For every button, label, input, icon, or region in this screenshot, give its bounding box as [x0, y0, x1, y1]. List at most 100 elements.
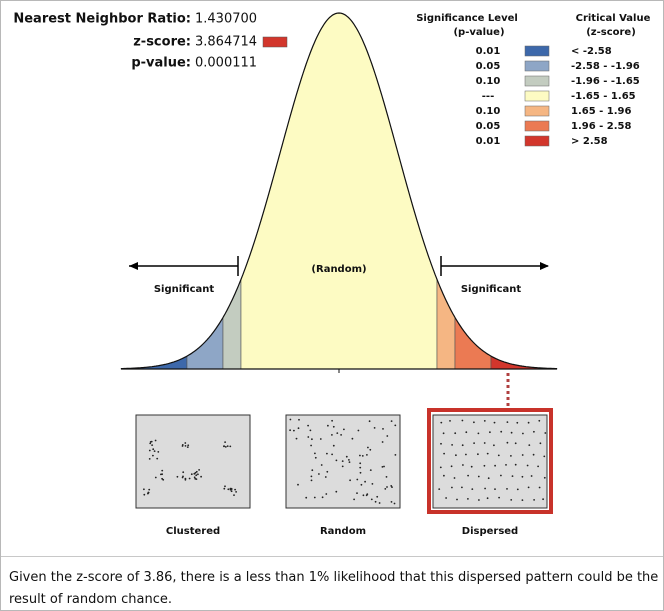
point: [324, 476, 327, 478]
point: [320, 464, 323, 466]
point: [366, 454, 368, 456]
point: [539, 442, 542, 445]
point: [311, 469, 314, 472]
point: [381, 441, 384, 443]
point: [443, 474, 445, 477]
point: [360, 483, 363, 486]
point: [526, 464, 529, 467]
point: [367, 446, 369, 449]
significant-label: Significant: [461, 284, 522, 295]
point: [326, 470, 329, 473]
point: [297, 483, 299, 486]
point: [340, 434, 342, 436]
point: [364, 480, 366, 483]
point: [235, 491, 238, 493]
point: [147, 492, 149, 495]
point: [327, 424, 329, 427]
point: [514, 442, 517, 445]
point: [369, 448, 372, 451]
point: [483, 420, 486, 422]
point: [465, 431, 468, 434]
legend-p: 0.01: [476, 136, 501, 147]
legend-p: 0.10: [476, 76, 501, 87]
point: [310, 479, 313, 482]
point: [454, 432, 457, 435]
point: [374, 500, 377, 503]
point: [368, 420, 371, 423]
point: [307, 436, 310, 438]
point: [187, 444, 190, 447]
point: [467, 498, 469, 500]
point: [357, 429, 360, 432]
point: [332, 425, 335, 428]
point: [521, 475, 524, 478]
point: [439, 466, 442, 469]
point: [467, 474, 469, 477]
legend-z: 1.65 - 1.96: [571, 106, 632, 117]
point: [230, 490, 233, 493]
curve-region: [222, 279, 242, 370]
point: [451, 444, 453, 446]
legend-unit: (p-value): [453, 27, 504, 38]
curve-region: [490, 355, 558, 370]
point: [359, 466, 362, 469]
point: [336, 432, 339, 434]
point: [335, 459, 338, 462]
point: [449, 420, 451, 422]
pattern-label: Dispersed: [462, 526, 518, 537]
point: [297, 427, 300, 430]
point: [451, 486, 453, 489]
point: [455, 454, 457, 457]
point: [319, 438, 322, 440]
point: [511, 475, 514, 477]
point: [298, 418, 300, 421]
point: [385, 476, 388, 478]
ratio-label: Nearest Neighbor Ratio:: [13, 12, 191, 27]
point: [527, 421, 530, 424]
point: [227, 488, 230, 491]
point: [223, 445, 226, 448]
point: [361, 455, 364, 457]
point: [331, 434, 333, 436]
legend-title: Significance Level: [416, 13, 518, 24]
arrow-head: [540, 262, 549, 270]
legend-z: -2.58 - -1.96: [571, 61, 640, 72]
highlight: [427, 408, 553, 514]
ratio-value: 1.430700: [195, 12, 257, 27]
point: [325, 493, 328, 495]
point: [356, 478, 359, 481]
point: [516, 421, 519, 424]
point: [197, 473, 199, 476]
legend-z: -1.96 - -1.65: [571, 76, 640, 87]
point: [483, 464, 486, 467]
point: [335, 490, 338, 493]
point: [345, 455, 348, 458]
point: [369, 469, 372, 471]
legend-swatch: [524, 120, 550, 132]
point: [376, 495, 379, 498]
point: [537, 465, 539, 468]
point: [332, 444, 335, 447]
point: [390, 420, 393, 422]
point: [527, 486, 530, 489]
point: [471, 488, 474, 490]
legend-p: 0.05: [476, 121, 501, 132]
point: [461, 486, 463, 489]
point: [478, 499, 480, 501]
point: [383, 465, 385, 468]
point: [500, 430, 503, 433]
point: [382, 428, 384, 430]
point: [483, 442, 486, 444]
point: [510, 455, 512, 457]
curve-region: [240, 12, 438, 370]
point: [289, 418, 292, 421]
point: [384, 488, 387, 490]
point: [193, 476, 196, 479]
point: [343, 428, 345, 431]
point: [313, 496, 316, 499]
point: [456, 498, 458, 501]
point: [533, 430, 535, 433]
point: [440, 442, 442, 445]
point: [353, 498, 355, 501]
point: [453, 477, 456, 479]
